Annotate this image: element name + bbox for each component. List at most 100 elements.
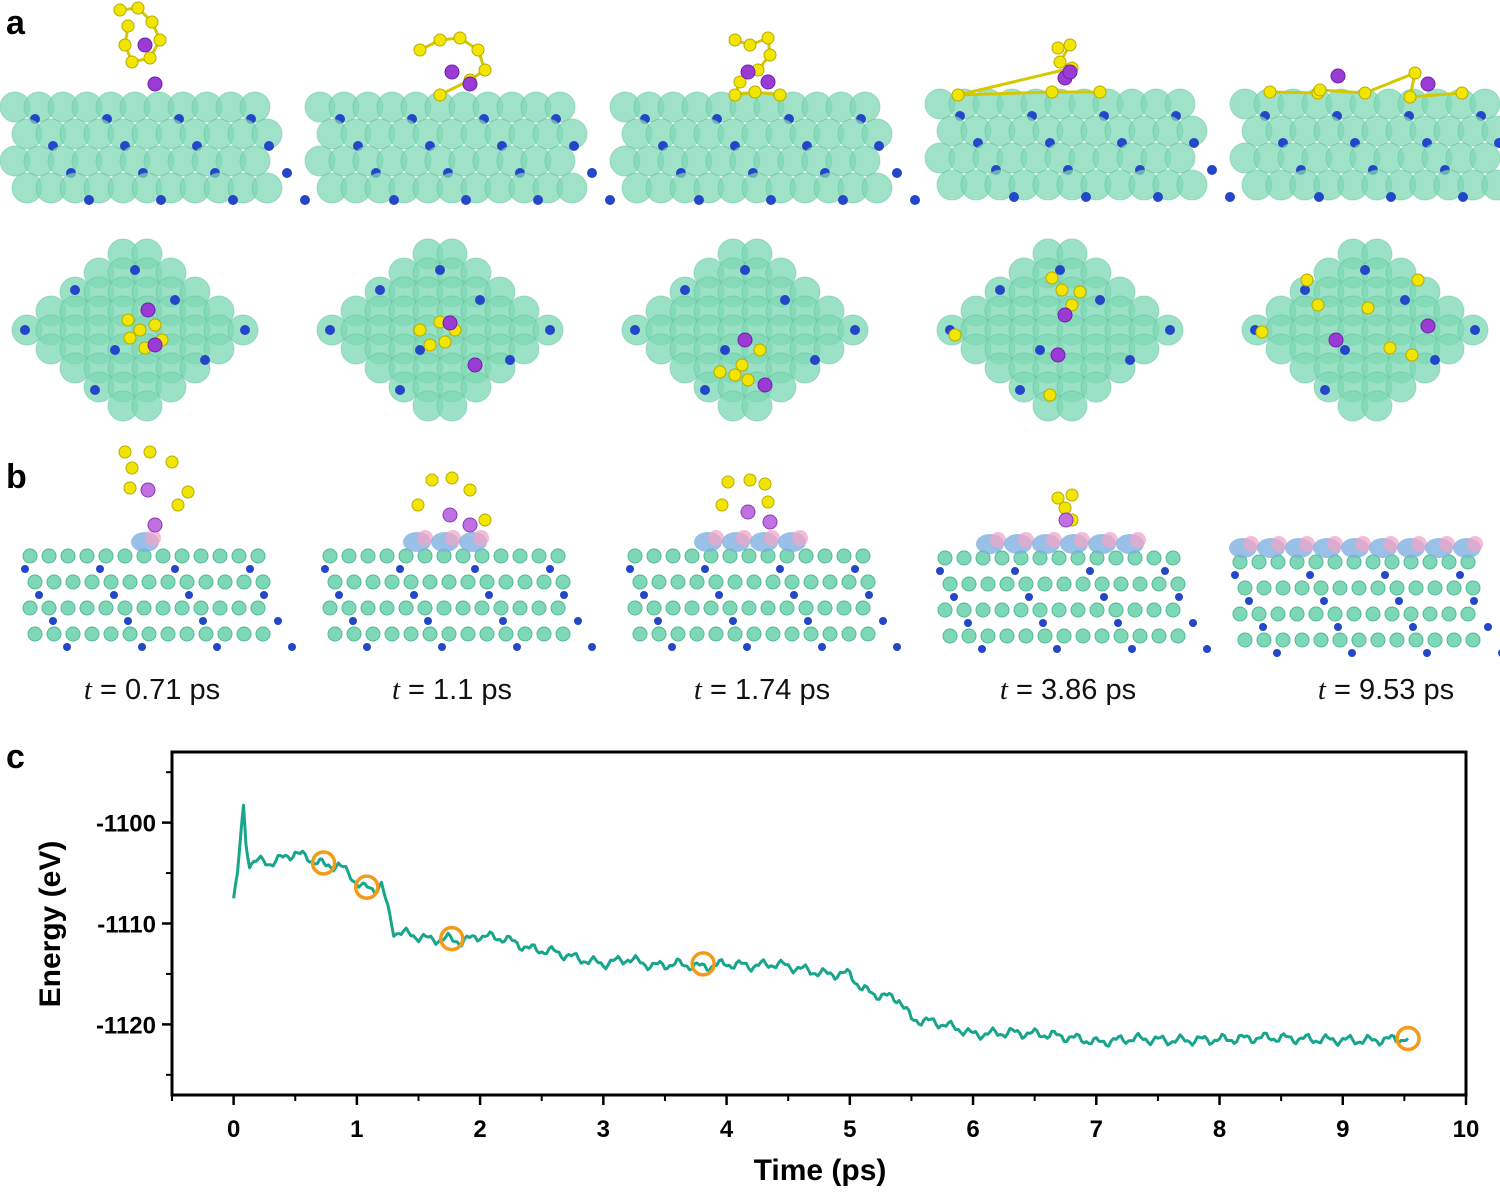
sulfur-atom: [1063, 38, 1077, 52]
host-atom: [1051, 602, 1067, 618]
sulfur-atom: [763, 48, 777, 62]
dopant-atom: [1300, 285, 1310, 295]
sulfur-atom: [1073, 285, 1087, 299]
host-atom: [999, 576, 1015, 592]
host-atom: [632, 574, 648, 590]
dopant-atom: [605, 195, 615, 205]
snapshot-time-label-4: t = 3.86 ps: [999, 674, 1137, 706]
sulfur-atom: [453, 31, 467, 45]
bond: [1269, 90, 1319, 95]
host-atom: [1146, 550, 1162, 566]
sulfur-atom: [1300, 273, 1314, 287]
dopant-atom: [321, 565, 329, 573]
host-atom: [198, 574, 214, 590]
host-atom: [822, 574, 838, 590]
sulfur-atom: [773, 88, 787, 102]
host-atom: [341, 600, 357, 616]
sulfur-atom: [478, 63, 492, 77]
dopant-atom: [654, 617, 662, 625]
x-tick-label: 6: [966, 1116, 979, 1143]
dopant-atom: [1035, 345, 1045, 355]
sulfur-atom: [131, 1, 145, 15]
dopant-atom: [865, 591, 873, 599]
host-atom: [1365, 606, 1381, 622]
host-atom: [1332, 580, 1348, 596]
host-atom: [670, 574, 686, 590]
bond: [957, 90, 1053, 97]
host-atom: [727, 626, 743, 642]
dopant-atom: [35, 591, 43, 599]
dopant-atom: [1203, 645, 1211, 653]
host-atom: [727, 574, 743, 590]
snapshot-marker: [1395, 1025, 1421, 1052]
dopant-atom: [810, 355, 820, 365]
host-atom: [255, 574, 271, 590]
sulfur-atom: [433, 33, 447, 47]
side-view-snapshot: [924, 88, 1235, 202]
host-atom: [212, 548, 228, 564]
dopant-atom: [874, 141, 884, 151]
host-atom: [98, 600, 114, 616]
dopant-atom: [1395, 597, 1403, 605]
host-atom: [46, 626, 62, 642]
host-atom: [1308, 606, 1324, 622]
sulfur-atom: [478, 513, 492, 527]
sulfur-atom: [1263, 85, 1277, 99]
dopant-atom: [1161, 567, 1169, 575]
dopant-atom: [766, 195, 776, 205]
bond: [1409, 91, 1463, 99]
iodine-atom: [737, 332, 753, 348]
dopant-atom: [200, 355, 210, 365]
adsorbate-molecule: [948, 38, 1107, 402]
host-atom: [531, 600, 547, 616]
sulfur-atom: [761, 31, 775, 45]
host-atom: [384, 626, 400, 642]
host-atom: [231, 548, 247, 564]
host-atom: [417, 600, 433, 616]
sulfur-atom: [145, 15, 159, 29]
dopant-atom: [1430, 355, 1440, 365]
dopant-atom: [569, 141, 579, 151]
host-atom: [155, 600, 171, 616]
host-atom: [322, 548, 338, 564]
dopant-atom: [1189, 138, 1199, 148]
host-atom: [765, 626, 781, 642]
dopant-atom: [335, 591, 343, 599]
dopant-atom: [1128, 645, 1136, 653]
host-atom: [250, 600, 266, 616]
sulfur-atom: [123, 331, 137, 345]
host-atom: [422, 626, 438, 642]
host-atom: [1070, 602, 1086, 618]
host-atom: [684, 600, 700, 616]
host-atom: [41, 548, 57, 564]
host-atom: [441, 626, 457, 642]
adsorbate-molecule: [715, 473, 778, 530]
iodine-atom: [140, 482, 156, 498]
sulfur-atom: [411, 498, 425, 512]
host-atom: [1469, 142, 1500, 174]
x-tick-label: 1: [350, 1116, 363, 1143]
host-atom: [779, 600, 795, 616]
adsorbate-molecule: [113, 1, 169, 355]
host-atom: [1037, 628, 1053, 644]
sulfur-atom: [761, 495, 775, 509]
panel-letter-c: c: [6, 738, 25, 776]
host-atom: [1385, 371, 1417, 403]
host-atom: [1446, 632, 1462, 648]
dopant-atom: [1484, 623, 1492, 631]
panel-letter-b: b: [6, 458, 27, 496]
host-atom: [60, 548, 76, 564]
sulfur-atom: [1255, 325, 1269, 339]
host-atom: [855, 600, 871, 616]
iodine-atom: [1062, 64, 1078, 80]
host-atom: [798, 600, 814, 616]
sulfur-atom: [123, 481, 137, 495]
host-atom: [980, 628, 996, 644]
dopant-atom: [804, 617, 812, 625]
host-atom: [1465, 632, 1481, 648]
charge-density-snapshot: [21, 530, 296, 651]
host-atom: [1427, 632, 1443, 648]
sulfur-atom: [133, 323, 147, 337]
host-atom: [722, 600, 738, 616]
host-atom: [512, 600, 528, 616]
